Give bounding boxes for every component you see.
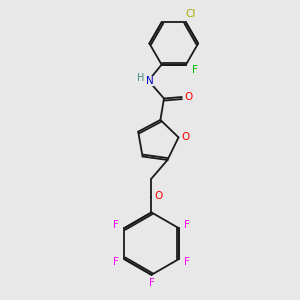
Text: F: F [192, 65, 198, 75]
Text: O: O [154, 191, 162, 201]
Text: O: O [182, 132, 190, 142]
Text: F: F [184, 220, 190, 230]
Text: O: O [184, 92, 193, 102]
Text: F: F [184, 257, 190, 267]
Text: H: H [136, 73, 144, 83]
Text: F: F [112, 257, 118, 267]
Text: Cl: Cl [185, 9, 196, 19]
Text: N: N [146, 76, 154, 86]
Text: F: F [148, 278, 154, 288]
Text: F: F [112, 220, 118, 230]
